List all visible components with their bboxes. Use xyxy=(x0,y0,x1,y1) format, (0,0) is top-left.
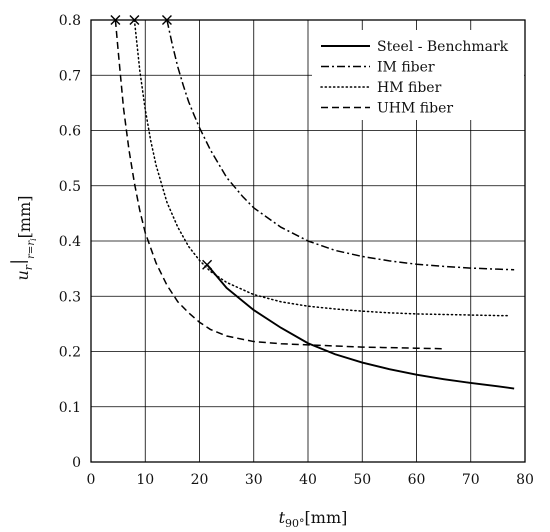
y-tick-label: 0.2 xyxy=(59,345,81,361)
y-tick-label: 0.1 xyxy=(59,400,81,416)
series-line-hm-fiber xyxy=(133,19,510,317)
plot-frame xyxy=(90,19,526,463)
x-tick-label: 20 xyxy=(191,472,209,488)
x-tick-label: 50 xyxy=(353,472,371,488)
y-tick-label: 0.3 xyxy=(59,289,81,305)
x-tick-label: 40 xyxy=(299,472,317,488)
x-tick-label: 70 xyxy=(462,472,480,488)
y-tick-label: 0.4 xyxy=(59,234,81,250)
x-axis-label: t90°[mm] xyxy=(279,508,348,530)
y-tick-label: 0 xyxy=(72,455,81,471)
legend-label: IM fiber xyxy=(377,60,435,76)
series-line-im-fiber xyxy=(166,19,515,271)
legend-box xyxy=(312,30,524,120)
x-tick-label: 10 xyxy=(136,472,154,488)
series-line-steel-benchmark xyxy=(206,264,515,390)
legend-label: UHM fiber xyxy=(377,101,453,117)
x-tick-label: 30 xyxy=(245,472,263,488)
legend-label: Steel - Benchmark xyxy=(377,39,509,55)
series-layer xyxy=(110,15,515,390)
x-tick-label: 0 xyxy=(87,472,96,488)
x-tick-label: 80 xyxy=(516,472,534,488)
legend-label: HM fiber xyxy=(377,80,442,96)
legend: Steel - Benchmark IM fiber HM fiber UHM fib… xyxy=(312,30,524,120)
y-tick-label: 0.7 xyxy=(59,68,81,84)
y-axis-label: ur|r=ri[mm] xyxy=(8,196,38,281)
tick-labels: 0 10 20 30 40 50 60 70 80 0 0.1 0.2 0.3 0.4 0.5 0.6 0.7 0… xyxy=(59,13,534,488)
y-tick-label: 0.6 xyxy=(59,124,81,140)
series-start-marker xyxy=(202,259,213,270)
series-line-uhm-fiber xyxy=(114,19,444,350)
y-tick-label: 0.5 xyxy=(59,179,81,195)
y-tick-label: 0.8 xyxy=(59,13,81,29)
x-tick-label: 60 xyxy=(408,472,426,488)
